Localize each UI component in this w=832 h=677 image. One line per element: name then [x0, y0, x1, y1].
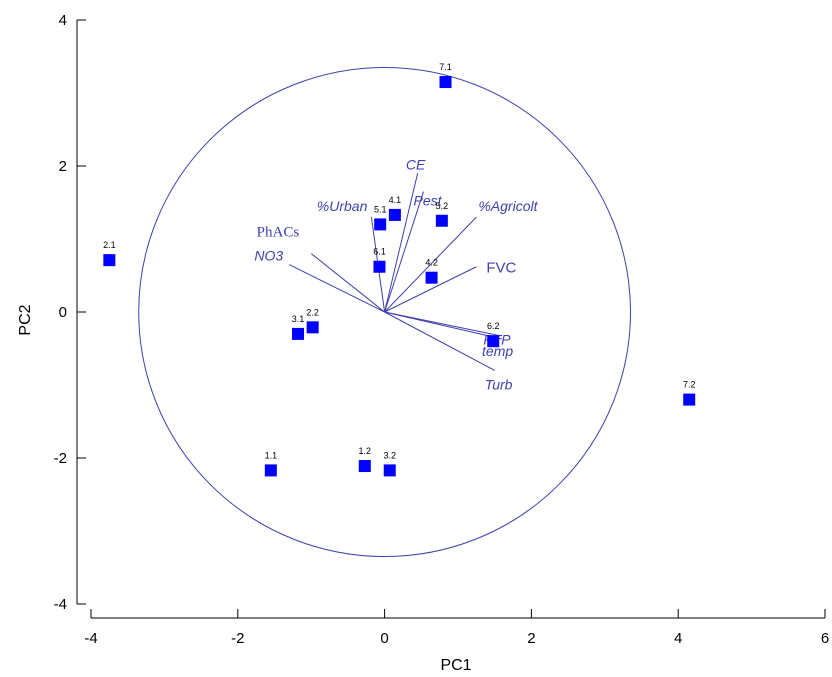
vector-line	[384, 173, 419, 313]
point-label: 1.2	[359, 446, 372, 456]
data-point	[358, 460, 371, 473]
y-tick-label: -4	[54, 596, 67, 613]
x-tick-label: -2	[231, 630, 244, 647]
vector-label: %Agricolt	[478, 198, 538, 214]
point-label: 2.1	[103, 240, 116, 250]
point-label: 7.1	[439, 62, 452, 72]
data-point	[487, 335, 500, 348]
loading-vectors: %UrbanCEPest%AgricoltPhACsNO3FVCPTPtempT…	[254, 156, 538, 392]
data-point	[373, 260, 386, 273]
data-point	[291, 327, 304, 340]
x-tick-label: 4	[674, 630, 682, 647]
x-tick-label: 0	[380, 630, 388, 647]
x-tick-label: 6	[821, 630, 829, 647]
vector-line	[310, 253, 385, 313]
data-point	[103, 254, 116, 267]
y-tick-label: 4	[59, 12, 67, 29]
correlation-circle-layer	[138, 66, 631, 558]
data-point	[383, 464, 396, 477]
vector-label: FVC	[486, 260, 516, 277]
data-point	[388, 208, 401, 221]
data-point	[435, 214, 448, 227]
data-point	[306, 321, 319, 334]
point-label: 3.1	[292, 314, 305, 324]
point-label: 2.2	[306, 307, 319, 317]
point-label: 5.1	[374, 204, 387, 214]
point-label: 6.2	[487, 321, 500, 331]
vector-label: Turb	[485, 376, 513, 392]
data-point	[374, 218, 387, 231]
vector-label: %Urban	[317, 198, 368, 214]
x-tick-label: 2	[527, 630, 535, 647]
data-point	[264, 464, 277, 477]
x-tick-label: -4	[84, 630, 97, 647]
vector-label: CE	[406, 156, 426, 172]
sample-points: 7.1 2.1 5.14.1 5.2 6.1 4.2 3.12.2 6.2 7.2 1.1 1.2 3…	[103, 62, 696, 477]
y-tick-label: 2	[59, 158, 67, 175]
x-axis-title: PC1	[440, 657, 471, 674]
axes: -4 -2 0 2 4 -4 -2 0 2 4 6	[54, 12, 830, 647]
point-label: 6.1	[373, 247, 386, 257]
vector-line	[384, 216, 477, 313]
point-label: 1.1	[265, 450, 278, 460]
point-label: 4.1	[389, 195, 402, 205]
data-point	[683, 393, 696, 406]
vector-line	[288, 264, 385, 313]
vector-label: PhACs	[257, 225, 300, 241]
y-axis-title: PC2	[17, 304, 34, 335]
data-point	[439, 76, 452, 89]
point-label: 7.2	[683, 380, 696, 390]
y-tick-label: -2	[54, 450, 67, 467]
data-point	[425, 271, 438, 284]
y-tick-label: 0	[59, 304, 67, 321]
point-label: 3.2	[383, 450, 396, 460]
vector-label: NO3	[254, 248, 283, 264]
vector-line	[384, 266, 477, 313]
vector-label: Pest	[414, 193, 443, 209]
point-label: 4.2	[425, 258, 438, 268]
correlation-circle	[138, 66, 631, 558]
vector-line	[384, 311, 503, 340]
vector-line	[384, 191, 424, 313]
point-label: 5.2	[436, 201, 449, 211]
vector-line	[384, 311, 495, 371]
